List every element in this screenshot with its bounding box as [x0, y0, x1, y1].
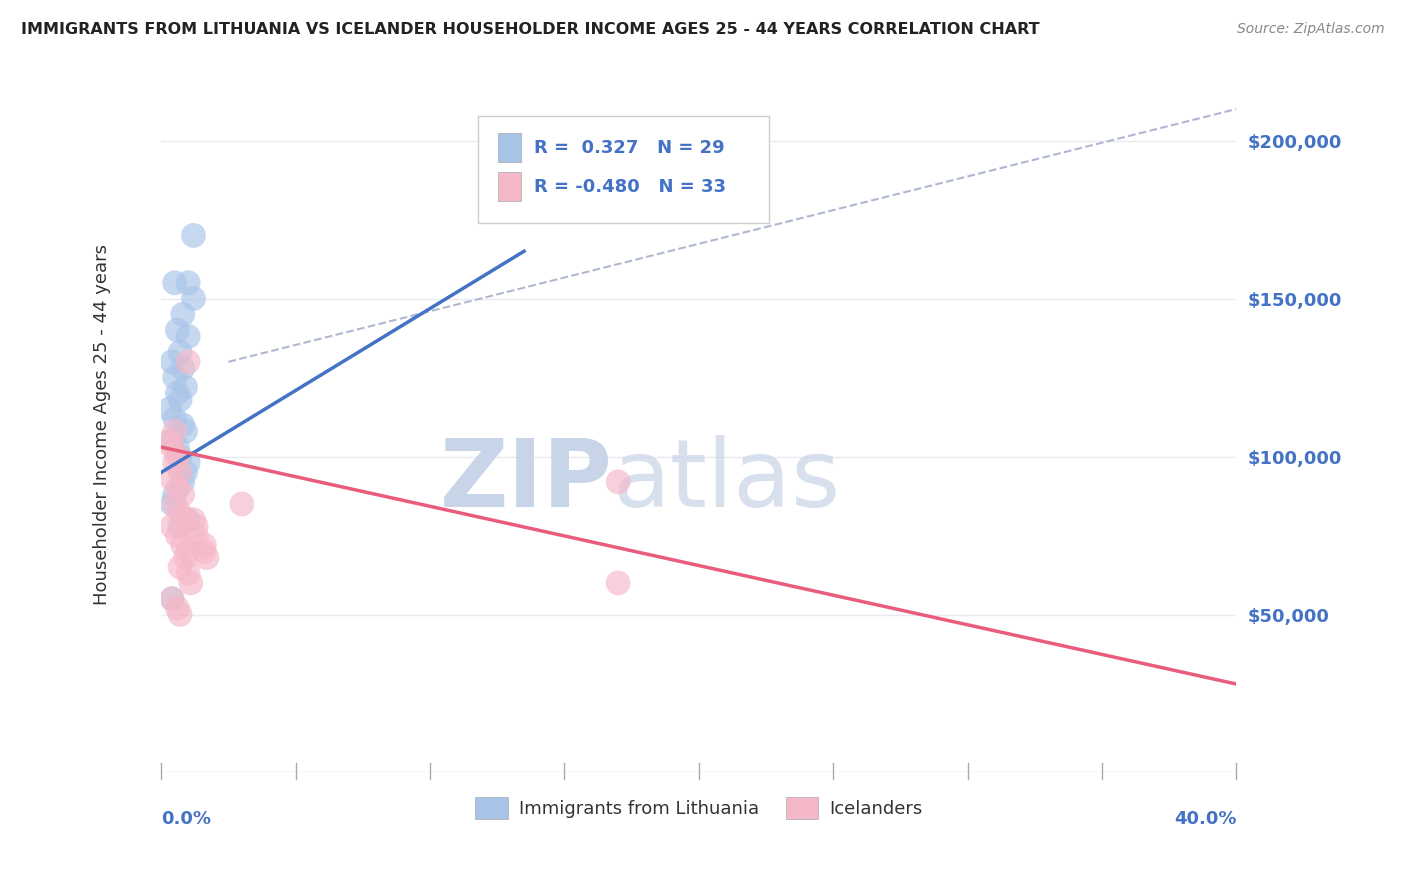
Point: [163, 276, 186, 290]
Point: [160, 519, 183, 533]
Point: [160, 591, 183, 606]
Point: [186, 519, 208, 533]
Text: ZIP: ZIP: [440, 434, 613, 526]
Point: [193, 538, 215, 552]
Point: [166, 440, 188, 454]
Text: atlas: atlas: [613, 434, 841, 526]
Point: [607, 575, 630, 590]
Text: Source: ZipAtlas.com: Source: ZipAtlas.com: [1237, 22, 1385, 37]
Point: [157, 434, 180, 448]
Point: [174, 466, 197, 480]
Point: [163, 456, 186, 470]
Point: [174, 380, 197, 394]
Text: Householder Income Ages 25 - 44 years: Householder Income Ages 25 - 44 years: [93, 244, 111, 606]
Point: [166, 601, 188, 615]
Point: [183, 513, 205, 527]
Point: [169, 560, 191, 574]
Point: [166, 386, 188, 401]
Point: [193, 544, 215, 558]
Point: [160, 440, 183, 454]
Point: [160, 591, 183, 606]
Point: [174, 424, 197, 438]
Point: [169, 450, 191, 464]
Point: [177, 544, 200, 558]
Point: [163, 497, 186, 511]
Point: [163, 370, 186, 384]
Point: [160, 355, 183, 369]
Point: [183, 292, 205, 306]
Point: [172, 538, 194, 552]
Bar: [498, 172, 522, 202]
Text: R = -0.480   N = 33: R = -0.480 N = 33: [534, 178, 727, 195]
Point: [169, 466, 191, 480]
Point: [169, 392, 191, 407]
Point: [169, 607, 191, 622]
Point: [160, 472, 183, 486]
Point: [163, 424, 186, 438]
Text: 0.0%: 0.0%: [162, 811, 211, 829]
Point: [169, 345, 191, 359]
Text: 40.0%: 40.0%: [1174, 811, 1236, 829]
Text: IMMIGRANTS FROM LITHUANIA VS ICELANDER HOUSEHOLDER INCOME AGES 25 - 44 YEARS COR: IMMIGRANTS FROM LITHUANIA VS ICELANDER H…: [21, 22, 1039, 37]
Point: [160, 434, 183, 448]
Point: [186, 528, 208, 542]
Text: R =  0.327   N = 29: R = 0.327 N = 29: [534, 138, 725, 157]
Point: [183, 228, 205, 243]
Point: [195, 550, 218, 565]
Point: [166, 323, 188, 337]
Point: [166, 528, 188, 542]
Point: [177, 276, 200, 290]
Point: [231, 497, 253, 511]
Point: [166, 481, 188, 495]
FancyBboxPatch shape: [478, 116, 769, 223]
Point: [174, 550, 197, 565]
Point: [172, 417, 194, 432]
Point: [174, 513, 197, 527]
Point: [607, 475, 630, 489]
Point: [180, 575, 202, 590]
Point: [163, 411, 186, 425]
Point: [172, 361, 194, 376]
Point: [177, 329, 200, 343]
Point: [160, 497, 183, 511]
Point: [177, 456, 200, 470]
Point: [163, 487, 186, 501]
Legend: Immigrants from Lithuania, Icelanders: Immigrants from Lithuania, Icelanders: [468, 789, 929, 826]
Point: [169, 519, 191, 533]
Point: [169, 507, 191, 521]
Point: [172, 487, 194, 501]
Point: [177, 513, 200, 527]
Point: [177, 566, 200, 581]
Point: [177, 355, 200, 369]
Point: [157, 402, 180, 417]
Point: [172, 307, 194, 321]
Point: [166, 450, 188, 464]
Bar: [498, 133, 522, 162]
Point: [172, 475, 194, 489]
